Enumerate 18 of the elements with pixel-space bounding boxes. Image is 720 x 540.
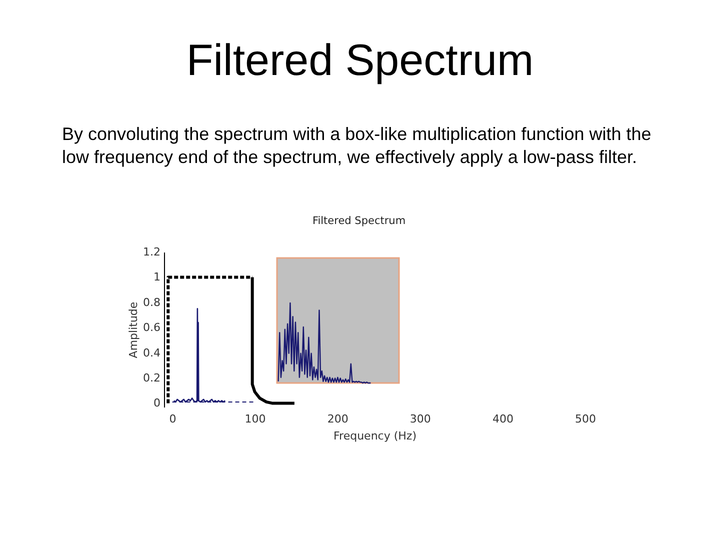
x-tick-label: 300 bbox=[410, 412, 431, 426]
x-tick-label: 200 bbox=[327, 412, 348, 426]
x-tick-label: 100 bbox=[244, 412, 266, 426]
y-tick-label: 0.6 bbox=[143, 321, 160, 334]
y-tick-label: 1 bbox=[154, 270, 160, 284]
y-axis-title: Amplitude bbox=[127, 302, 140, 358]
y-tick-label: 0 bbox=[154, 396, 160, 410]
y-tick-label: 1.2 bbox=[143, 246, 160, 258]
chart-subtitle: By convoluting the spectrum with a box-like multiplication function with the low frequency end of the spectrum, we effectively apply a low-pass filter. bbox=[62, 124, 652, 167]
y-tick-label: 0.4 bbox=[143, 346, 160, 360]
x-tick-label: 400 bbox=[492, 412, 514, 426]
y-tick-label: 0.2 bbox=[143, 372, 160, 385]
text: Filtered Spectrum bbox=[312, 215, 406, 227]
x-tick-label: 0 bbox=[169, 412, 176, 426]
chart-title: Filtered Spectrum bbox=[186, 36, 534, 85]
x-axis-title: Frequency (Hz) bbox=[334, 430, 416, 442]
x-tick-label: 500 bbox=[575, 412, 596, 426]
y-tick-label: 0.8 bbox=[143, 296, 160, 309]
